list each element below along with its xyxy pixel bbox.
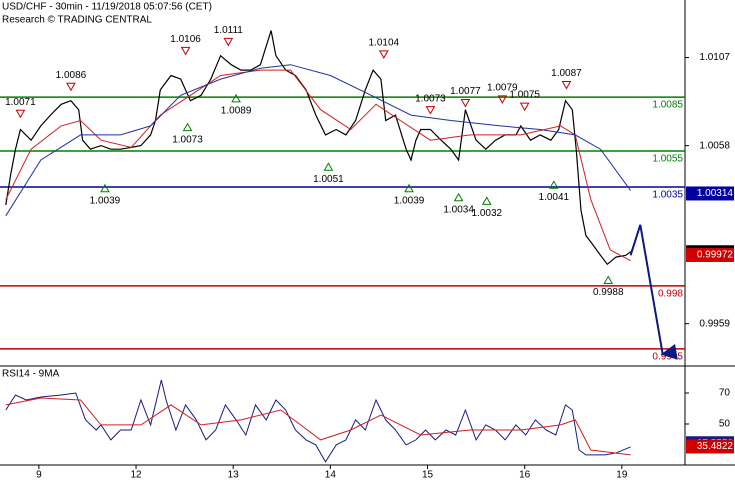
low-marker — [231, 93, 241, 103]
y-tick-label: 50 — [719, 419, 731, 430]
high-marker — [15, 109, 26, 119]
x-tick-label: 19 — [616, 470, 628, 480]
indicator-title: RSI14 - 9MA — [2, 369, 60, 380]
level-label: 1.0085 — [652, 100, 683, 111]
low-label: 1.0041 — [539, 192, 570, 203]
y-tick-label: 1.0058 — [699, 140, 730, 151]
y-tick-label: 0.9959 — [699, 318, 730, 329]
price-line — [5, 30, 631, 266]
price-tag — [686, 439, 734, 454]
high-marker — [378, 50, 389, 59]
price-tag-label: 0.99972 — [697, 250, 734, 261]
low-label: 1.0089 — [221, 106, 252, 117]
low-label: 1.0039 — [90, 195, 121, 206]
price-tag — [686, 186, 734, 201]
level-label: 0.9945 — [652, 351, 683, 362]
price-line — [5, 64, 632, 217]
high-marker — [561, 80, 572, 90]
price-line — [5, 379, 631, 463]
low-label: 1.0039 — [394, 195, 425, 206]
x-tick-label: 9 — [36, 470, 42, 480]
high-marker — [66, 82, 76, 92]
high-label: 1.0073 — [415, 93, 446, 104]
high-marker — [460, 98, 471, 108]
high-marker — [519, 102, 530, 112]
price-tag — [686, 247, 734, 262]
high-marker — [180, 46, 191, 56]
high-marker — [425, 106, 436, 115]
forecast-arrow — [629, 224, 678, 360]
high-label: 1.0086 — [56, 70, 87, 81]
y-tick-label: 70 — [719, 388, 731, 399]
high-label: 1.0104 — [368, 38, 399, 49]
x-tick-label: 13 — [228, 470, 240, 480]
low-marker — [404, 183, 414, 193]
low-label: 0.9988 — [593, 287, 624, 298]
chart-title: USD/CHF - 30min - 11/19/2018 05:07:56 (C… — [2, 2, 212, 13]
low-marker — [453, 192, 464, 202]
low-label: 1.0073 — [172, 134, 203, 145]
low-marker — [100, 183, 110, 193]
x-tick-label: 12 — [130, 470, 142, 480]
price-line — [5, 397, 631, 456]
high-marker — [223, 37, 234, 47]
chart-subtitle: Research © TRADING CENTRAL — [2, 15, 152, 26]
high-label: 1.0087 — [551, 68, 582, 79]
level-label: 1.0035 — [652, 190, 683, 201]
low-label: 1.0051 — [313, 174, 344, 185]
price-tag-label: 35.4822 — [697, 441, 734, 452]
low-marker — [603, 275, 614, 285]
high-label: 1.0106 — [170, 34, 201, 45]
price-line — [5, 69, 631, 262]
high-label: 1.0111 — [214, 25, 244, 36]
low-marker — [182, 122, 193, 132]
level-label: 0.998 — [658, 289, 683, 300]
high-marker — [497, 95, 508, 104]
high-label: 1.0079 — [487, 83, 518, 94]
high-label: 1.0071 — [5, 97, 36, 108]
low-label: 1.0034 — [443, 204, 474, 215]
level-label: 1.0055 — [652, 154, 683, 165]
y-tick-label: 1.0107 — [699, 52, 730, 63]
x-tick-label: 14 — [325, 470, 337, 480]
low-marker — [323, 162, 334, 171]
x-tick-label: 16 — [519, 470, 531, 480]
price-tag-label: 1.00314 — [697, 188, 734, 199]
high-label: 1.0077 — [450, 86, 481, 97]
x-tick-label: 15 — [422, 470, 434, 480]
low-marker — [548, 180, 559, 189]
low-label: 1.0032 — [471, 208, 502, 219]
high-label: 1.0075 — [509, 90, 540, 101]
low-marker — [481, 196, 492, 205]
